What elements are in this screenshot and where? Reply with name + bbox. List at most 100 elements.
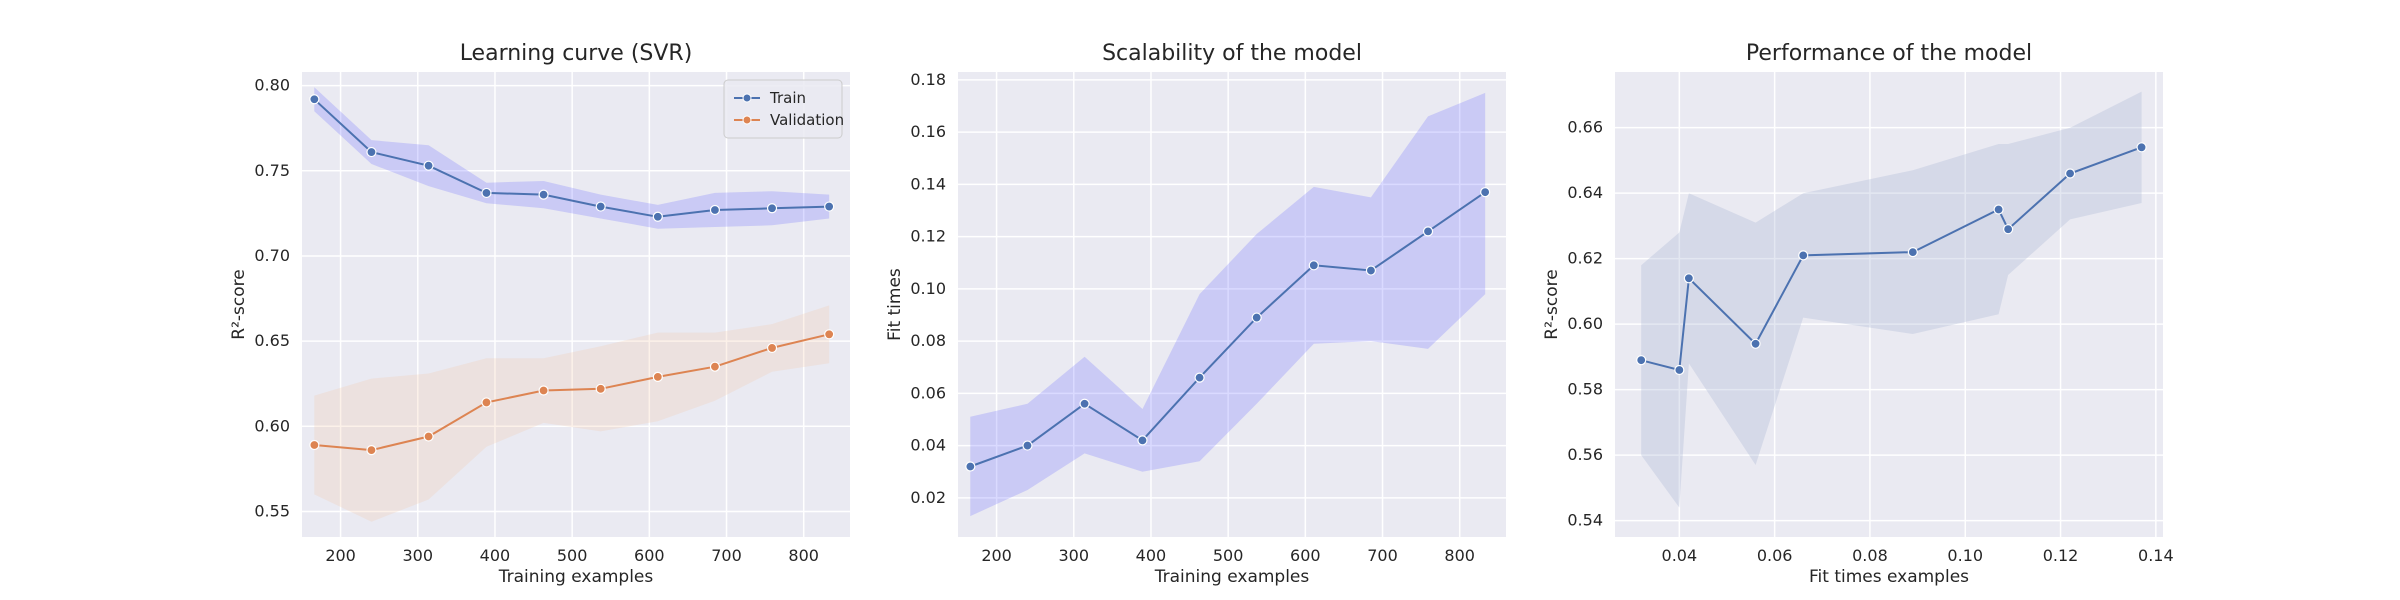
series-line-1: [313, 98, 830, 218]
data-point: [1365, 265, 1377, 276]
data-point: [595, 201, 606, 212]
data-point: [1251, 312, 1262, 323]
data-point: [1079, 398, 1090, 409]
y-tick-label: 0.70: [254, 246, 290, 265]
legend-marker-2: [742, 115, 752, 125]
x-tick-label: 200: [325, 546, 356, 565]
data-point: [481, 397, 492, 408]
x-tick-label: 200: [981, 546, 1012, 565]
data-point: [709, 361, 721, 372]
data-point: [595, 383, 606, 394]
legend-label-1: Train: [769, 89, 806, 107]
chart-title: Scalability of the model: [1102, 41, 1362, 66]
y-tick-label: 0.55: [254, 501, 290, 520]
x-tick-label: 300: [403, 546, 434, 565]
y-tick-label: 0.14: [910, 174, 946, 193]
x-tick-label: 0.06: [1757, 546, 1793, 565]
data-point: [1137, 435, 1148, 446]
data-point: [1022, 440, 1033, 451]
legend-box: [723, 79, 843, 139]
x-axis-label: Training examples: [1154, 567, 1310, 587]
y-tick-label: 0.75: [254, 161, 290, 180]
y-tick-label: 0.65: [254, 331, 290, 350]
plot-area: [1615, 72, 2163, 537]
x-tick-label: 700: [711, 546, 742, 565]
data-point: [824, 201, 835, 212]
x-tick-label: 400: [480, 546, 511, 565]
y-axis-label: R²-score: [229, 269, 249, 339]
y-tick-label: 0.64: [1567, 183, 1603, 202]
data-point: [309, 94, 320, 105]
data-point: [1674, 364, 1685, 376]
x-axis-label: Fit times examples: [1809, 567, 1969, 587]
y-tick-label: 0.60: [254, 416, 290, 435]
data-point: [652, 211, 663, 222]
data-point: [1907, 247, 1918, 258]
y-tick-label: 0.04: [910, 436, 946, 455]
data-point: [766, 203, 778, 214]
y-axis-label: Fit times: [885, 268, 905, 341]
x-tick-label: 500: [1213, 546, 1244, 565]
y-tick-label: 0.60: [1567, 314, 1603, 333]
data-point: [1993, 204, 2004, 215]
data-point: [1636, 355, 1647, 366]
x-tick-label: 700: [1367, 546, 1398, 565]
plot-area: [958, 72, 1506, 537]
y-tick-label: 0.06: [910, 383, 946, 402]
chart-3: 0.04 0.06 0.08 0.10 0.12 0.14 0.54 0.56 0.58 0.60…: [1542, 41, 2174, 587]
data-point: [481, 187, 492, 199]
data-point: [2003, 224, 2014, 235]
data-point: [824, 329, 835, 340]
y-tick-label: 0.56: [1567, 445, 1603, 464]
data-point: [423, 160, 434, 171]
data-point: [366, 146, 377, 158]
data-point: [652, 371, 663, 382]
x-tick-label: 0.08: [1852, 546, 1888, 565]
x-tick-label: 0.04: [1662, 546, 1698, 565]
x-tick-label: 300: [1059, 546, 1090, 565]
x-tick-label: 500: [557, 546, 588, 565]
data-point: [1194, 372, 1205, 383]
y-tick-label: 0.18: [910, 70, 946, 89]
series-line-1: [1640, 146, 2142, 372]
legend-marker-1: [742, 93, 752, 103]
data-point: [538, 385, 549, 396]
data-point: [1422, 226, 1434, 237]
chart-title: Learning curve (SVR): [460, 41, 693, 66]
y-tick-label: 0.16: [910, 122, 946, 141]
y-tick-label: 0.08: [910, 331, 946, 350]
data-point: [1308, 260, 1319, 271]
chart-title: Performance of the model: [1746, 41, 2032, 66]
data-point: [366, 445, 377, 456]
data-point: [1683, 273, 1694, 284]
x-tick-label: 800: [788, 546, 819, 565]
chart-1: 200 300 400 500 600 700 800 0.55 0.60 0.65 0.70 0.7…: [229, 41, 850, 587]
x-tick-label: 600: [634, 546, 665, 565]
data-point: [1750, 338, 1761, 349]
data-point: [309, 439, 320, 451]
y-tick-label: 0.02: [910, 488, 946, 507]
y-tick-label: 0.12: [910, 227, 946, 246]
y-tick-label: 0.62: [1567, 249, 1603, 268]
data-point: [709, 204, 721, 216]
data-point: [2064, 168, 2076, 179]
confidence-band-2: [314, 305, 830, 522]
chart-2: 200 300 400 500 600 700 800 0.02 0.04 0.06 0.08 0.1…: [885, 41, 1506, 587]
series-line-1: [969, 191, 1486, 468]
data-point: [1480, 187, 1491, 198]
data-point: [1798, 250, 1809, 261]
y-tick-label: 0.58: [1567, 380, 1603, 399]
x-tick-label: 0.12: [2043, 546, 2079, 565]
x-tick-label: 600: [1290, 546, 1321, 565]
series-line-2: [314, 333, 830, 452]
x-tick-label: 0.14: [2138, 546, 2174, 565]
x-tick-label: 800: [1444, 546, 1475, 565]
data-point: [766, 342, 778, 354]
data-point: [965, 461, 976, 472]
y-tick-label: 0.80: [254, 76, 290, 95]
y-axis-label: R²-score: [1542, 269, 1562, 339]
x-axis-label: Training examples: [498, 567, 654, 587]
data-point: [2136, 142, 2147, 153]
y-tick-label: 0.66: [1567, 118, 1603, 137]
